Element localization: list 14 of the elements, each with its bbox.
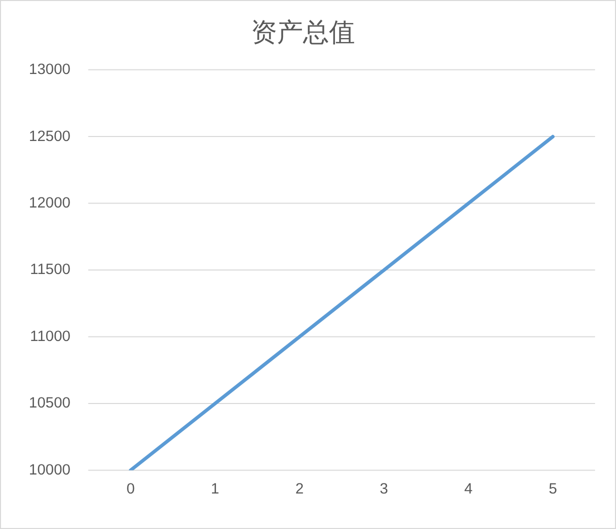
- x-tick-label: 4: [464, 480, 473, 498]
- y-tick-label: 10500: [28, 394, 70, 412]
- y-tick-label: 11000: [30, 328, 70, 345]
- y-tick-label: 10000: [28, 461, 70, 478]
- chart-title: 资产总值: [251, 18, 356, 48]
- y-tick-label: 13000: [28, 61, 70, 78]
- y-tick-label: 11500: [30, 261, 70, 278]
- y-tick-label: 12500: [28, 128, 70, 145]
- y-tick-label: 12000: [28, 194, 70, 212]
- x-tick-label: 0: [126, 480, 135, 498]
- x-tick-label: 2: [295, 480, 304, 498]
- x-tick-label: 1: [210, 480, 220, 498]
- x-tick-label: 3: [380, 480, 388, 498]
- x-tick-label: 5: [548, 480, 557, 498]
